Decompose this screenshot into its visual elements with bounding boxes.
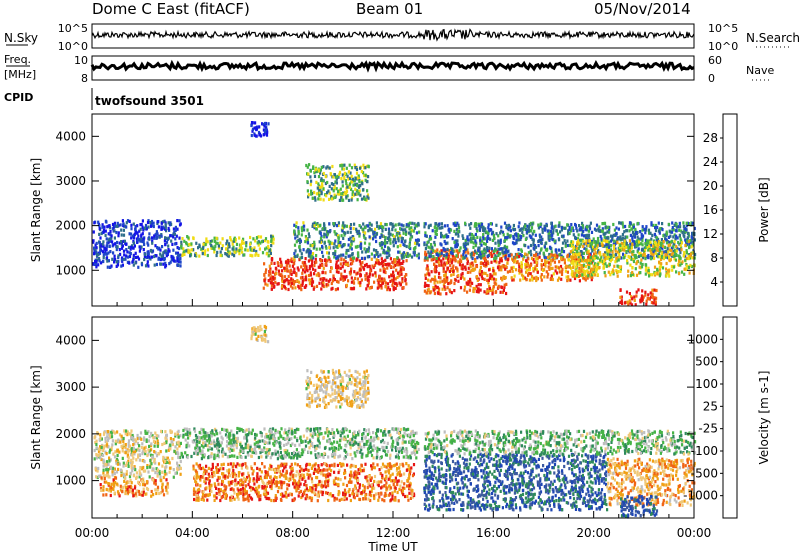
velocity-panel-band-9 [305,368,370,409]
velocity-panel-band-8 [250,324,270,344]
power-panel-band-1 [180,234,275,258]
velocity-panel-colorbar-label-4: -25 [698,422,718,436]
velocity-panel-xtick-label-4: 16:00 [476,526,511,540]
velocity-panel-band-0 [93,429,182,480]
velocity-panel-colorbar: 1000 500 100 25 -25 -100 -500 -1000 Velocity [m … [683,316,771,519]
power-panel-colorbar-label-0: 4 [710,275,718,289]
velocity-panel: 1000 2000 3000 4000 Slant Range [km] 00:00 04:… [29,316,771,554]
velocity-panel-xtick-label-2: 08:00 [275,526,310,540]
freq-left-tick-top: 10 [74,54,88,67]
power-panel-ytick-label-3000: 3000 [55,174,86,188]
velocity-panel-band-5 [423,429,697,456]
velocity-panel-xlabel: Time UT [367,540,418,554]
freq-left-unit: [MHz] [4,68,36,81]
velocity-panel-colorbar-label-0: 1000 [687,332,718,346]
velocity-panel-band-1 [99,476,170,498]
velocity-panel-colorbar-label-7: -1000 [683,489,718,503]
power-panel-colorbar-label-5: 24 [703,155,718,169]
power-panel-band-8 [619,288,658,307]
velocity-panel-colorbar-title: Velocity [m s-1] [757,371,771,465]
velocity-panel-xtick-label-1: 04:00 [175,526,210,540]
cpid-entry-0: twofsound 3501 [95,94,204,108]
freq-panel: Freq. [MHz] 10 8 60 0 Nave [4,53,774,85]
noise-left-label: N.Sky [4,31,38,45]
power-panel-colorbar: 4 8 12 16 20 24 28 Power [dB] [703,113,771,307]
cpid-label: CPID [4,91,33,104]
freq-right-label: Nave [746,64,774,77]
cpid-panel: CPID twofsound 3501 [4,88,204,110]
freq-left-tick-bottom: 8 [81,72,88,85]
power-panel: 1000 2000 3000 4000 Slant Range [km] 4 8 12 16 20… [29,113,771,307]
freq-right-tick-top: 60 [708,54,722,67]
noise-panel-frame [91,23,695,49]
noise-right-label: N.Search [746,31,800,45]
velocity-panel-xtick-label-0: 00:00 [75,526,110,540]
power-panel-ytick-label-4000: 4000 [55,129,86,143]
velocity-panel-band-7 [620,494,659,519]
noise-series-line [91,28,695,42]
velocity-panel-ytick-label-2000: 2000 [55,427,86,441]
power-panel-band-3 [293,221,421,260]
velocity-panel-xtick-label-6: 00:00 [677,526,712,540]
power-panel-ytick-label-2000: 2000 [55,219,86,233]
power-panel-colorbar-label-4: 20 [703,179,718,193]
power-panel-band-2 [262,256,408,292]
power-panel-band-7 [568,239,696,278]
noise-left-tick-top: 10^5 [58,22,88,35]
power-panel-colorbar-label-6: 28 [703,131,718,145]
velocity-panel-colorbar-label-1: 500 [695,355,718,369]
velocity-panel-band-4 [423,452,609,512]
velocity-panel-colorbar-label-6: -500 [691,466,718,480]
velocity-panel-ytick-label-4000: 4000 [55,333,86,347]
power-panel-ytick-label-1000: 1000 [55,263,86,277]
power-panel-colorbar-title: Power [dB] [757,177,771,242]
date-title: 05/Nov/2014 [594,0,691,18]
noise-right-tick-bottom: 10^0 [708,40,738,53]
noise-panel: N.Sky 10^5 10^0 10^5 10^0 N.Search [4,22,800,53]
station-title: Dome C East (fitACF) [92,0,250,18]
power-panel-band-0 [92,219,182,269]
power-panel-colorbar-label-2: 12 [703,227,718,241]
power-panel-band-10 [305,163,370,202]
power-panel-colorbar-label-1: 8 [710,251,718,265]
velocity-panel-xtick-label-5: 20:00 [576,526,611,540]
beam-title: Beam 01 [356,0,424,18]
velocity-panel-colorbar-label-3: 25 [703,399,718,413]
power-panel-band-6 [506,252,596,283]
freq-left-label: Freq. [4,53,31,66]
velocity-panel-ytick-label-3000: 3000 [55,380,86,394]
power-panel-band-9 [250,121,270,138]
velocity-panel-band-2 [179,426,420,461]
velocity-panel-ylabel: Slant Range [km] [29,365,43,469]
power-panel-colorbar-label-3: 16 [703,203,718,217]
velocity-panel-colorbar-label-5: -100 [691,444,718,458]
velocity-panel-colorbar-label-2: 100 [695,377,718,391]
power-panel-colorbar-frame [722,113,738,307]
velocity-panel-colorbar-frame [722,316,738,519]
velocity-panel-cells [93,324,697,519]
velocity-panel-band-3 [192,462,416,503]
velocity-panel-ytick-label-1000: 1000 [55,474,86,488]
freq-series-line [90,59,695,73]
power-panel-ylabel: Slant Range [km] [29,158,43,262]
velocity-panel-frame [91,316,695,519]
noise-right-tick-top: 10^5 [708,22,738,35]
velocity-panel-xtick-label-3: 12:00 [376,526,411,540]
noise-left-tick-bottom: 10^0 [58,40,88,53]
power-panel-cells [92,121,697,307]
freq-right-tick-bottom: 0 [708,72,715,85]
